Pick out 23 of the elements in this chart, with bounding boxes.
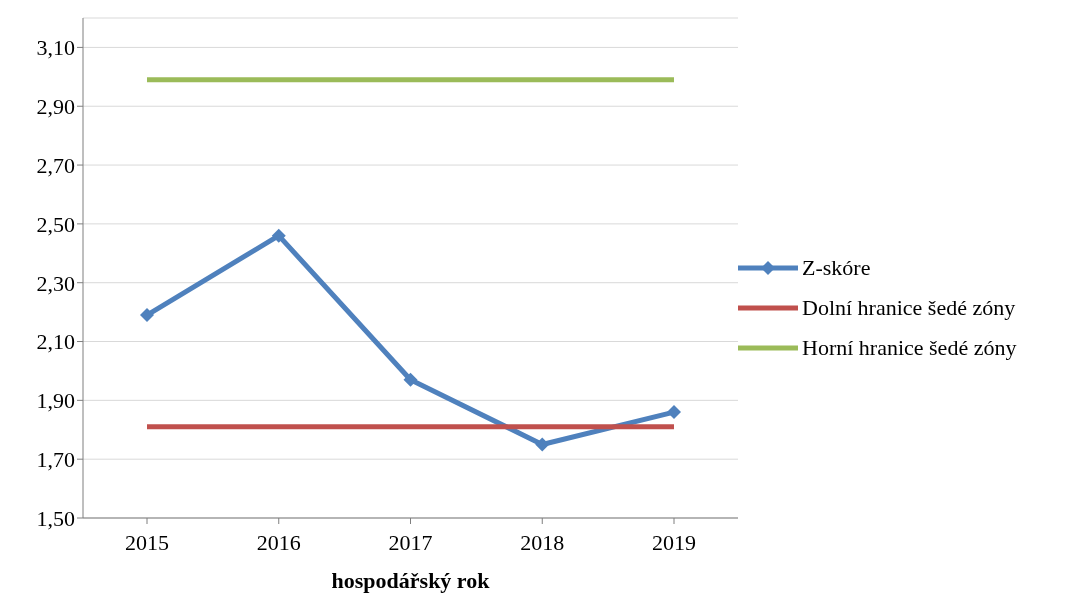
x-tick-label: 2015: [125, 529, 169, 555]
legend-label: Horní hranice šedé zóny: [802, 335, 1017, 361]
point: [140, 308, 154, 323]
y-tick-label: 1,50: [36, 505, 75, 531]
point: [403, 372, 418, 387]
point: [535, 437, 550, 452]
y-tick-label: 2,90: [36, 94, 75, 120]
x-tick-label: 2017: [388, 529, 433, 555]
point: [271, 228, 286, 243]
legend-label: Z-skóre: [802, 255, 871, 281]
y-tick-label: 2,10: [36, 329, 75, 355]
y-tick-label: 1,70: [36, 446, 75, 472]
y-tick-label: 2,30: [36, 270, 75, 296]
y-tick-label: 2,70: [36, 152, 75, 178]
x-tick-label: 2019: [652, 529, 696, 555]
y-tick-label: 3,10: [36, 35, 75, 61]
point: [667, 405, 681, 420]
legend-label: Dolní hranice šedé zóny: [802, 295, 1016, 321]
x-axis-title: hospodářský rok: [331, 568, 491, 593]
y-tick-label: 2,50: [36, 211, 75, 237]
x-tick-label: 2018: [520, 529, 565, 555]
x-tick-label: 2016: [256, 529, 301, 555]
y-tick-label: 1,90: [36, 388, 75, 414]
